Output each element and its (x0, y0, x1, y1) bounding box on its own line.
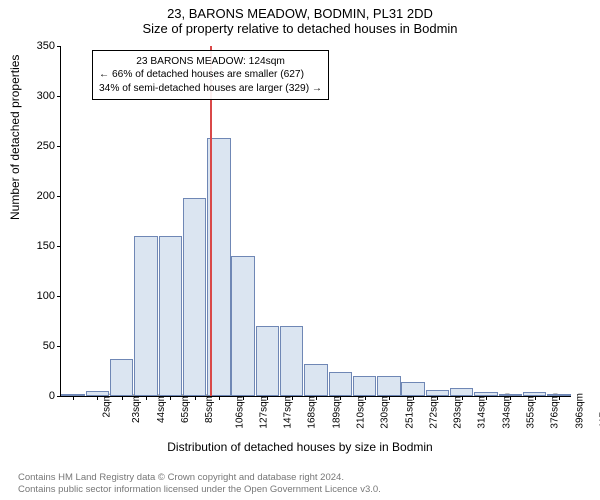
x-tick-mark (292, 396, 293, 400)
y-tick-label: 50 (25, 340, 55, 352)
footer-line2: Contains public sector information licen… (18, 484, 381, 496)
x-tick-mark (365, 396, 366, 400)
x-tick-mark (462, 396, 463, 400)
histogram-bar (401, 382, 424, 396)
y-tick-label: 0 (25, 390, 55, 402)
x-tick-label: 85sqm (204, 393, 215, 423)
x-tick-mark (510, 396, 511, 400)
y-tick-mark (57, 46, 61, 47)
y-tick-mark (57, 346, 61, 347)
histogram-bar (110, 359, 133, 396)
y-tick-label: 100 (25, 290, 55, 302)
x-tick-mark (195, 396, 196, 400)
x-tick-mark (437, 396, 438, 400)
histogram-bar (159, 236, 182, 396)
x-tick-mark (146, 396, 147, 400)
histogram-bar (231, 256, 254, 396)
x-tick-label: 2sqm (102, 393, 113, 417)
y-tick-mark (57, 96, 61, 97)
histogram-bar (280, 326, 303, 396)
y-tick-mark (57, 196, 61, 197)
histogram-bar (304, 364, 327, 396)
y-tick-mark (57, 396, 61, 397)
y-tick-label: 350 (25, 40, 55, 52)
histogram-bar (329, 372, 352, 396)
x-tick-mark (267, 396, 268, 400)
x-tick-label: 396sqm (574, 393, 585, 429)
histogram-bar (183, 198, 206, 396)
y-tick-mark (57, 246, 61, 247)
annotation-line1: 23 BARONS MEADOW: 124sqm (99, 55, 322, 68)
histogram-bar (450, 388, 473, 396)
x-tick-label: 44sqm (156, 393, 167, 423)
annotation-box: 23 BARONS MEADOW: 124sqm ← 66% of detach… (92, 50, 329, 100)
footer-attribution: Contains HM Land Registry data © Crown c… (18, 472, 381, 496)
x-tick-mark (340, 396, 341, 400)
y-tick-label: 150 (25, 240, 55, 252)
chart-area: 0501001502002503003502sqm23sqm44sqm65sqm… (60, 46, 570, 396)
histogram-bar (353, 376, 376, 396)
x-tick-mark (316, 396, 317, 400)
annotation-line2: ← 66% of detached houses are smaller (62… (99, 68, 322, 81)
y-tick-label: 250 (25, 140, 55, 152)
x-tick-mark (170, 396, 171, 400)
x-tick-mark (219, 396, 220, 400)
y-tick-mark (57, 296, 61, 297)
histogram-bar (256, 326, 279, 396)
chart-title-sub: Size of property relative to detached ho… (0, 21, 600, 36)
histogram-bar (377, 376, 400, 396)
histogram-bar (134, 236, 157, 396)
x-tick-mark (73, 396, 74, 400)
y-axis-label: Number of detached properties (8, 55, 22, 220)
x-tick-mark (97, 396, 98, 400)
y-tick-label: 300 (25, 90, 55, 102)
footer-line1: Contains HM Land Registry data © Crown c… (18, 472, 381, 484)
x-tick-label: 23sqm (131, 393, 142, 423)
annotation-line3: 34% of semi-detached houses are larger (… (99, 82, 322, 95)
x-tick-mark (559, 396, 560, 400)
x-tick-mark (535, 396, 536, 400)
x-tick-mark (243, 396, 244, 400)
x-tick-mark (486, 396, 487, 400)
x-axis-label: Distribution of detached houses by size … (0, 440, 600, 454)
x-tick-mark (122, 396, 123, 400)
x-tick-label: 65sqm (180, 393, 191, 423)
x-tick-mark (413, 396, 414, 400)
x-tick-mark (389, 396, 390, 400)
y-tick-label: 200 (25, 190, 55, 202)
y-tick-mark (57, 146, 61, 147)
chart-title-address: 23, BARONS MEADOW, BODMIN, PL31 2DD (0, 0, 600, 21)
